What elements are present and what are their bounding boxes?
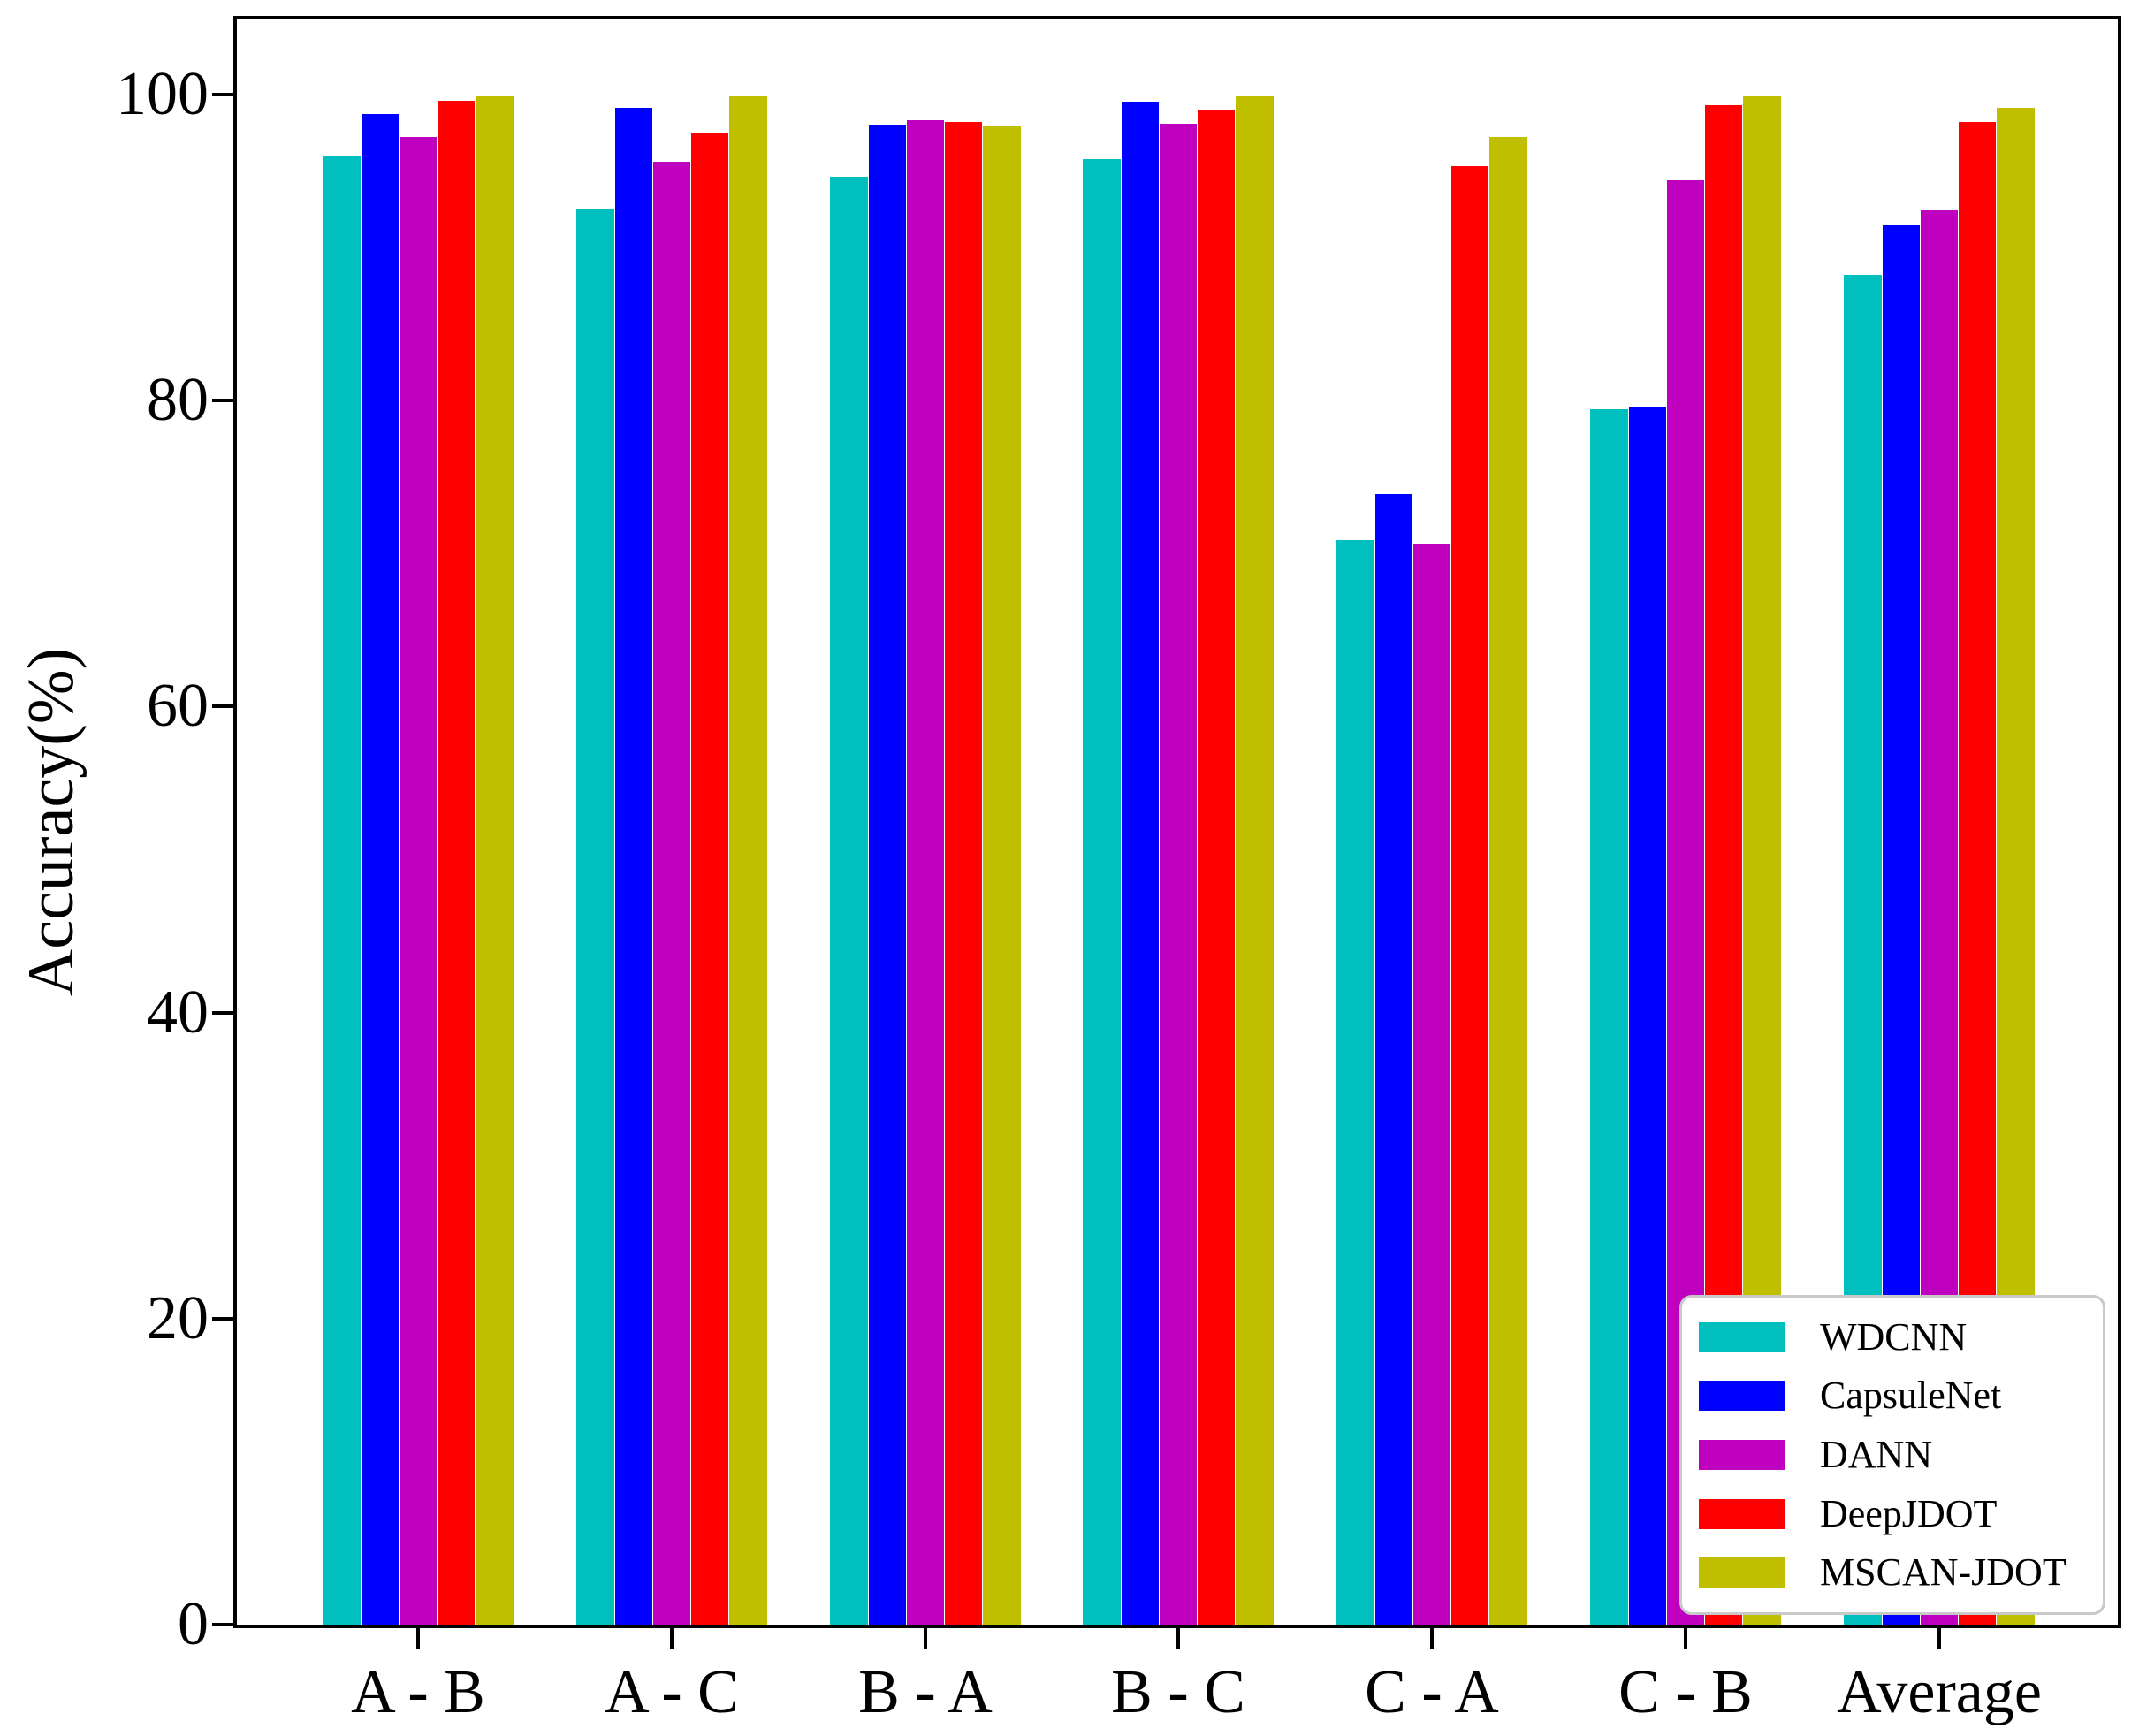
- y-tick-0: [212, 1623, 233, 1626]
- legend-label-capsulenet: CapsuleNet: [1820, 1374, 2002, 1418]
- bar-deepjdot-c-a: [1451, 166, 1489, 1625]
- y-tick-label-40: 40: [147, 978, 209, 1047]
- x-tick-c-b: [1684, 1628, 1687, 1649]
- legend-label-deepjdot: DeepJDOT: [1820, 1491, 1998, 1535]
- y-tick-60: [212, 704, 233, 709]
- bar-dann-a-b: [399, 137, 438, 1625]
- bar-capsulenet-a-b: [361, 114, 399, 1625]
- y-tick-80: [212, 399, 233, 403]
- bar-dann-c-a: [1412, 544, 1451, 1625]
- bar-deepjdot-a-b: [438, 100, 476, 1625]
- x-tick-average: [1937, 1628, 1941, 1649]
- bar-capsulenet-c-b: [1628, 406, 1666, 1625]
- bar-mscan-jdot-b-c: [1236, 95, 1274, 1625]
- bar-wdcnn-b-a: [830, 177, 868, 1625]
- x-tick-label-a-b: A - B: [351, 1658, 485, 1726]
- y-tick-label-0: 0: [178, 1590, 209, 1658]
- bar-mscan-jdot-c-a: [1489, 137, 1527, 1625]
- x-tick-label-average: Average: [1837, 1658, 2042, 1726]
- legend-swatch-deepjdot: [1699, 1498, 1785, 1529]
- legend-label-dann: DANN: [1820, 1432, 1933, 1476]
- bar-mscan-jdot-a-c: [729, 95, 767, 1625]
- bar-capsulenet-a-c: [614, 108, 652, 1625]
- legend-swatch-wdcnn: [1699, 1321, 1785, 1352]
- x-tick-c-a: [1430, 1628, 1434, 1649]
- y-tick-100: [212, 92, 233, 96]
- x-tick-a-c: [670, 1628, 674, 1649]
- bar-deepjdot-b-a: [945, 121, 983, 1625]
- legend-item-capsulenet: CapsuleNet: [1699, 1376, 2103, 1415]
- y-tick-label-20: 20: [147, 1283, 209, 1352]
- legend-swatch-capsulenet: [1699, 1381, 1785, 1412]
- bar-dann-a-c: [652, 161, 691, 1625]
- legend-label-wdcnn: WDCNN: [1820, 1314, 1968, 1359]
- legend-swatch-mscan-jdot: [1699, 1557, 1785, 1588]
- bar-wdcnn-b-c: [1083, 158, 1121, 1625]
- x-tick-label-c-b: C - B: [1618, 1658, 1753, 1726]
- y-tick-label-60: 60: [147, 672, 209, 741]
- bar-dann-b-c: [1159, 123, 1198, 1625]
- x-tick-label-c-a: C - A: [1365, 1658, 1499, 1726]
- x-tick-label-b-c: B - C: [1111, 1658, 1245, 1726]
- y-tick-20: [212, 1316, 233, 1321]
- bar-capsulenet-b-a: [868, 125, 906, 1625]
- x-tick-b-a: [924, 1628, 927, 1649]
- y-tick-40: [212, 1010, 233, 1015]
- bar-mscan-jdot-a-b: [476, 95, 514, 1625]
- bar-mscan-jdot-b-a: [983, 126, 1021, 1625]
- bar-wdcnn-a-b: [323, 156, 361, 1625]
- y-tick-label-80: 80: [147, 366, 209, 435]
- legend-item-dann: DANN: [1699, 1435, 2103, 1474]
- x-tick-a-b: [416, 1628, 420, 1649]
- bar-deepjdot-a-c: [691, 133, 729, 1625]
- bar-wdcnn-c-b: [1590, 409, 1628, 1625]
- bar-capsulenet-b-c: [1121, 102, 1159, 1625]
- x-tick-label-a-c: A - C: [605, 1658, 739, 1726]
- bar-wdcnn-c-a: [1336, 539, 1374, 1625]
- legend: WDCNN CapsuleNet DANN DeepJDOT MSCAN-JDOT: [1679, 1295, 2105, 1615]
- legend-item-mscan-jdot: MSCAN-JDOT: [1699, 1553, 2103, 1592]
- x-tick-b-c: [1176, 1628, 1180, 1649]
- legend-label-mscan-jdot: MSCAN-JDOT: [1820, 1550, 2067, 1595]
- legend-item-wdcnn: WDCNN: [1699, 1314, 2103, 1359]
- y-tick-label-100: 100: [116, 59, 209, 128]
- bar-dann-b-a: [906, 120, 945, 1625]
- bar-wdcnn-a-c: [576, 209, 614, 1625]
- legend-swatch-dann: [1699, 1439, 1785, 1470]
- bar-capsulenet-c-a: [1374, 493, 1412, 1625]
- legend-item-deepjdot: DeepJDOT: [1699, 1491, 2103, 1535]
- x-tick-label-b-a: B - A: [858, 1658, 993, 1726]
- bar-deepjdot-b-c: [1198, 110, 1236, 1625]
